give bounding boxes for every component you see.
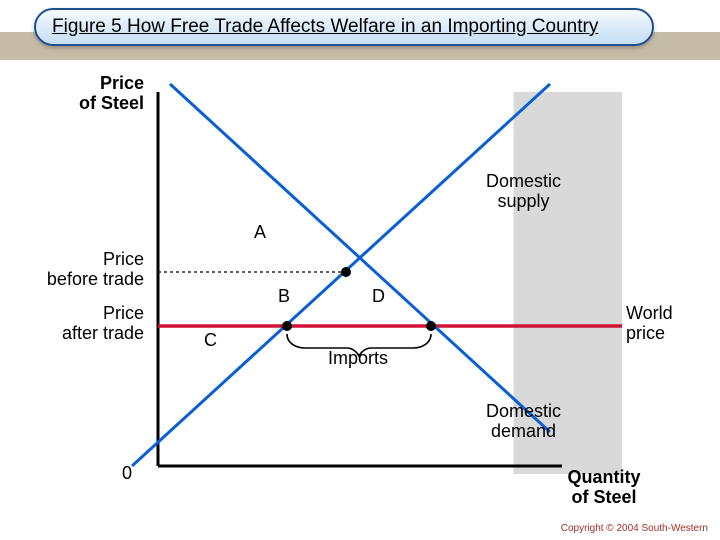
region-D: D <box>372 286 385 307</box>
figure-title-pill: Figure 5 How Free Trade Affects Welfare … <box>34 8 654 46</box>
region-B: B <box>278 286 290 307</box>
domestic-supply-label: Domestic supply <box>486 172 561 212</box>
copyright-text: Copyright © 2004 South-Western <box>561 523 708 534</box>
world-price-label: World price <box>626 304 673 344</box>
plot-background: A B C D Domestic supply Domestic demand … <box>150 92 622 474</box>
figure-title: Figure 5 How Free Trade Affects Welfare … <box>52 16 598 38</box>
origin-label: 0 <box>110 464 144 484</box>
domestic-demand-label: Domestic demand <box>486 402 561 442</box>
region-C: C <box>204 330 217 351</box>
imports-label: Imports <box>328 348 388 369</box>
price-before-label: Price before trade <box>20 250 144 290</box>
price-after-label: Price after trade <box>20 304 144 344</box>
chart-area: Price of Steel Price before trade Price … <box>0 72 720 510</box>
x-axis-label: Quantity of Steel <box>544 468 664 508</box>
region-A: A <box>254 222 266 243</box>
y-axis-label: Price of Steel <box>48 74 144 114</box>
